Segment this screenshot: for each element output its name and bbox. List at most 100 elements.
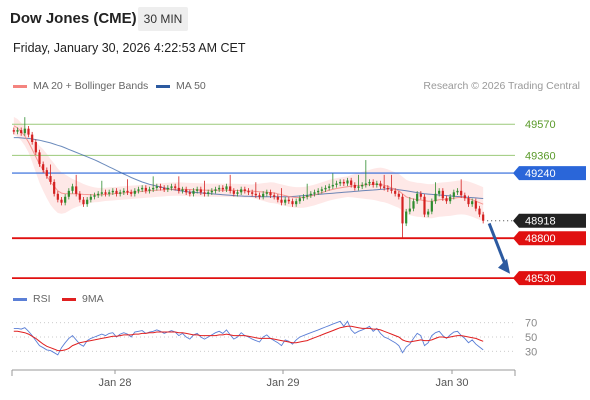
candle-body — [23, 128, 26, 134]
candle-body — [188, 192, 191, 194]
candle-body — [452, 192, 455, 197]
candle-body — [119, 192, 122, 194]
rsi-ma9-line — [13, 325, 484, 352]
candle-body — [276, 196, 279, 200]
candle-body — [375, 183, 378, 185]
candle-body — [12, 130, 15, 132]
candle-body — [280, 199, 283, 203]
candle-body — [434, 193, 437, 202]
candle-body — [240, 189, 243, 193]
candle-body — [155, 186, 158, 188]
candle-body — [438, 190, 441, 194]
candle-body — [328, 186, 331, 188]
rsi-level-label-70: 70 — [525, 318, 537, 330]
candle-body — [115, 190, 118, 194]
research-credit: Research © 2026 Trading Central — [423, 80, 580, 92]
candle-body — [331, 184, 334, 187]
candle-body — [166, 187, 169, 190]
level-tag-48530 — [513, 271, 586, 286]
timeframe-button[interactable]: 30 MIN — [138, 7, 188, 31]
candle-body — [181, 189, 184, 191]
candle-body — [346, 180, 349, 184]
rsi-level-label-30: 30 — [525, 346, 537, 358]
level-tag-text-48918: 48918 — [525, 216, 556, 228]
level-tag-49240 — [513, 166, 586, 181]
candle-body — [397, 193, 400, 197]
chart-header: Dow Jones (CME) 30 MIN — [0, 0, 590, 38]
candle-body — [254, 193, 257, 196]
candle-body — [320, 189, 323, 191]
candle-body — [60, 199, 63, 203]
candle-body — [126, 190, 129, 193]
candle-body — [284, 199, 287, 203]
legend-rsi: RSI — [13, 293, 51, 305]
candle-body — [291, 201, 294, 205]
candle-body — [232, 190, 235, 194]
candle-body — [82, 199, 85, 205]
candle-body — [185, 189, 188, 193]
candle-body — [199, 189, 202, 193]
candle-body — [42, 164, 45, 171]
candle-body — [441, 190, 444, 199]
candle-body — [251, 192, 254, 194]
candle-body — [394, 190, 397, 194]
candle-body — [122, 190, 125, 193]
legend-rsi-label: RSI — [33, 293, 51, 305]
candle-body — [111, 190, 114, 193]
candle-body — [56, 193, 59, 200]
candle-body — [210, 190, 213, 193]
candle-body — [93, 195, 96, 197]
ma9-swatch — [62, 297, 76, 301]
candle-body — [313, 192, 316, 194]
candle-body — [89, 196, 92, 200]
candle-body — [449, 196, 452, 202]
candle-body — [306, 195, 309, 197]
candle-body — [45, 170, 48, 177]
ma50-swatch — [156, 84, 170, 88]
candle-body — [130, 192, 133, 194]
candle-body — [423, 196, 426, 215]
candle-body — [229, 186, 232, 191]
candle-body — [339, 181, 342, 184]
candle-body — [408, 208, 411, 212]
candle-body — [75, 186, 78, 194]
x-tick-label: Jan 29 — [266, 377, 299, 389]
ma20-swatch — [13, 84, 27, 88]
legend-ma50: MA 50 — [156, 80, 206, 92]
candle-body — [386, 187, 389, 190]
candle-body — [273, 195, 276, 197]
candle-body — [174, 186, 177, 188]
timestamp: Friday, January 30, 2026 4:22:53 AM CET — [13, 41, 246, 55]
candle-body — [405, 211, 408, 224]
candle-body — [353, 184, 356, 188]
candle-body — [401, 196, 404, 224]
candle-body — [379, 183, 382, 187]
candle-body — [430, 201, 433, 212]
candle-body — [471, 201, 474, 205]
candle-body — [368, 181, 371, 184]
candle-body — [78, 193, 81, 200]
rsi-line — [13, 320, 484, 356]
candle-body — [31, 134, 34, 142]
candle-body — [445, 198, 448, 202]
ma50-line — [13, 137, 484, 199]
candle-body — [196, 189, 199, 191]
candle-body — [247, 190, 250, 193]
candle-body — [170, 186, 173, 188]
candle-body — [295, 201, 298, 205]
candle-body — [416, 193, 419, 202]
candle-body — [364, 183, 367, 185]
candle-body — [177, 187, 180, 191]
candle-body — [86, 199, 89, 205]
candle-body — [317, 190, 320, 193]
candle-body — [53, 181, 56, 194]
candle-body — [383, 186, 386, 188]
candle-body — [265, 192, 268, 194]
candle-body — [298, 198, 301, 202]
candle-body — [482, 214, 485, 221]
candle-body — [192, 190, 195, 194]
candle-body — [302, 196, 305, 199]
legend-9ma-label: 9MA — [82, 293, 104, 305]
candle-body — [67, 190, 70, 197]
